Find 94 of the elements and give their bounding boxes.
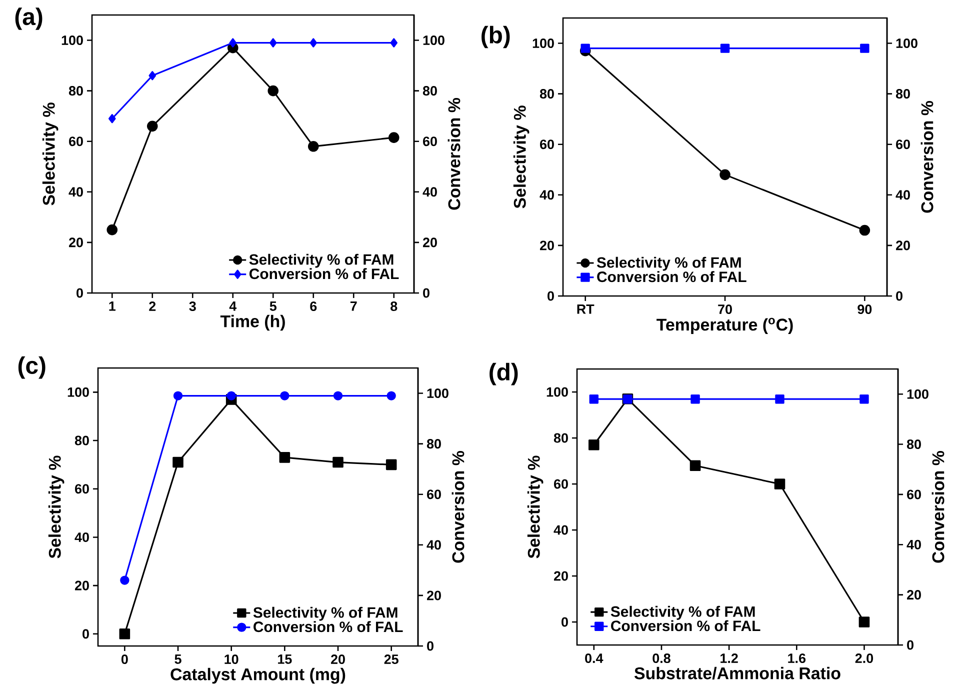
y-tick-label: 100: [546, 387, 568, 397]
y-tick-label: 100: [532, 38, 554, 48]
y-tick-label: 60: [69, 136, 83, 146]
y2-axis-title: Conversion %: [932, 450, 944, 563]
x-axis-title: Temperature ($^{o}$C): [656, 318, 793, 334]
x-tick-label: 1.2: [720, 654, 738, 663]
x-tick-label: 4: [229, 302, 237, 311]
y2-tick-label: 60: [423, 136, 437, 146]
y-axis-title: Selectivity %: [42, 102, 58, 206]
x-tick-label: 8: [390, 302, 398, 312]
legend-label: Conversion % of FAL: [254, 621, 403, 632]
y2-axis-title: Conversion %: [448, 98, 460, 210]
y2-tick-label: 80: [426, 439, 441, 449]
y-tick-label: 100: [62, 36, 83, 46]
x-tick-label: 90: [858, 304, 872, 314]
y2-axis-title: Conversion %: [920, 100, 934, 213]
y2-tick-label: 40: [906, 540, 921, 550]
legend-label: Selectivity % of FAM: [249, 254, 394, 268]
x-tick-label: 7: [350, 302, 357, 311]
y-axis-title: Selectivity %: [527, 456, 544, 558]
y2-tick-label: 60: [896, 140, 910, 150]
y2-tick-label: 60: [907, 490, 921, 500]
y2-tick-label: 40: [426, 540, 441, 550]
legend-label: Conversion % of FAL: [611, 620, 760, 632]
chart-title: (d): [490, 362, 518, 386]
x-tick-label: 1.6: [788, 654, 806, 664]
y2-tick-label: 80: [896, 89, 910, 99]
y2-tick-label: 20: [907, 590, 921, 600]
chart-title: (a): [15, 8, 42, 30]
y2-tick-label: 100: [896, 38, 918, 48]
x-axis-title: Substrate/Ammonia Ratio: [634, 666, 840, 680]
y2-tick-label: 40: [896, 190, 910, 200]
y2-tick-label: 100: [907, 389, 928, 399]
x-tick-label: 25: [384, 654, 398, 664]
legend-label: Conversion % of FAL: [597, 271, 746, 282]
y-tick-label: 20: [74, 580, 89, 590]
y2-tick-label: 20: [896, 240, 910, 250]
x-tick-label: RT: [577, 304, 594, 314]
chart-title: (c): [18, 356, 46, 379]
y-tick-label: 20: [68, 238, 83, 248]
y-tick-label: 0: [76, 288, 83, 298]
y-tick-label: 60: [75, 484, 89, 494]
x-tick-label: 0.8: [652, 654, 670, 664]
y-tick-label: 100: [68, 387, 89, 397]
y-tick-label: 0: [82, 629, 89, 639]
y-tick-label: 60: [554, 479, 568, 489]
chart-title: (b): [482, 26, 510, 48]
y2-tick-label: 0: [423, 288, 430, 298]
y-tick-label: 20: [554, 571, 568, 581]
y2-tick-label: 40: [422, 187, 437, 197]
y-tick-label: 40: [554, 525, 568, 535]
x-tick-label: 2.0: [855, 654, 874, 664]
y2-axis-title: Conversion %: [452, 450, 464, 563]
y2-tick-label: 0: [427, 641, 434, 651]
x-tick-label: 6: [310, 302, 317, 312]
y2-tick-label: 0: [896, 291, 902, 301]
y2-tick-label: 20: [426, 590, 441, 600]
y-tick-label: 80: [554, 433, 568, 443]
x-tick-label: 0.4: [585, 654, 604, 664]
x-tick-label: 70: [718, 304, 732, 314]
y2-tick-label: 0: [907, 640, 914, 650]
y-tick-label: 0: [548, 291, 554, 301]
y-axis-title: Selectivity %: [513, 106, 530, 208]
x-tick-label: 5: [174, 654, 182, 664]
legend-label: Selectivity % of FAM: [610, 606, 755, 620]
y2-tick-label: 60: [427, 490, 441, 500]
y-tick-label: 0: [562, 617, 568, 627]
y-tick-label: 20: [540, 240, 554, 250]
y2-tick-label: 80: [422, 86, 437, 96]
x-axis-title: Time (h): [220, 314, 285, 331]
y2-tick-label: 20: [422, 238, 437, 248]
x-axis-title: Catalyst Amount (mg): [170, 668, 346, 684]
y-tick-label: 40: [540, 190, 554, 200]
y-axis-title: Selectivity %: [48, 456, 64, 558]
x-tick-label: 20: [330, 654, 345, 664]
y-tick-label: 40: [74, 532, 89, 542]
x-tick-label: 1: [109, 302, 116, 311]
y2-tick-label: 100: [427, 388, 448, 398]
y-tick-label: 80: [540, 89, 554, 99]
x-tick-label: 2: [149, 302, 156, 311]
y-tick-label: 80: [68, 86, 83, 96]
y-tick-label: 80: [74, 436, 89, 446]
y2-tick-label: 80: [906, 440, 921, 450]
x-tick-label: 5: [270, 302, 276, 311]
x-tick-label: 0: [121, 654, 128, 664]
y2-tick-label: 100: [423, 36, 444, 46]
y-tick-label: 40: [68, 187, 83, 197]
x-tick-label: 3: [189, 302, 196, 312]
legend-label: Selectivity % of FAM: [253, 606, 398, 621]
x-tick-label: 15: [278, 654, 292, 664]
legend-label: Selectivity % of FAM: [596, 256, 741, 271]
x-tick-label: 10: [224, 654, 238, 664]
y-tick-label: 60: [540, 140, 554, 150]
legend-label: Conversion % of FAL: [249, 268, 399, 280]
